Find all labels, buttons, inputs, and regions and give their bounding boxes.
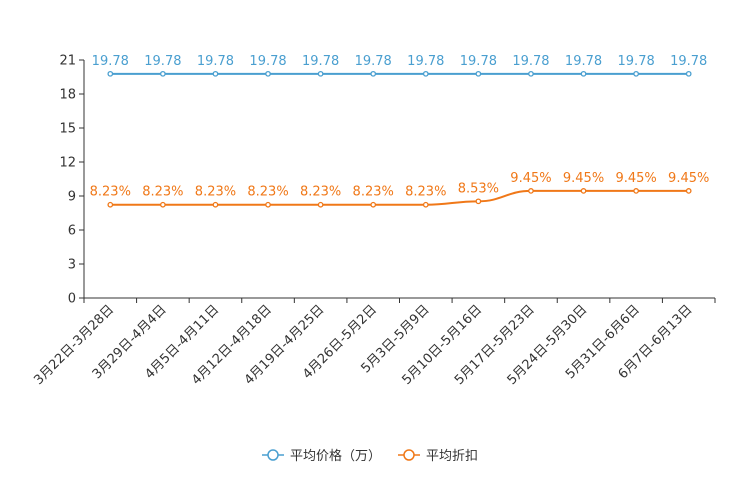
data-label: 19.78 [355,54,392,69]
data-label: 9.45% [615,171,656,186]
series-1: 8.23% 8.23% 8.23% 8.23% 8.23% 8.23% 8.23% 8.53%… [90,171,709,208]
y-tick-label: 15 [59,122,76,137]
data-point[interactable] [370,201,377,208]
data-label: 19.78 [92,54,129,69]
y-tick-label: 3 [68,258,76,273]
legend-label: 平均折扣 [426,449,478,464]
y-tick-label: 9 [68,190,76,205]
x-axis: 3月22日-3月28日3月29日-4月4日4月5日-4月11日4月12日-4月1… [31,297,716,388]
data-point[interactable] [265,201,271,208]
data-label: 9.45% [563,171,604,186]
y-tick-label: 21 [59,54,76,69]
y-tick-label: 6 [68,224,76,239]
y-tick-label: 12 [59,156,76,171]
data-label: 19.78 [144,54,181,69]
data-point[interactable] [685,188,692,194]
data-point[interactable] [212,70,219,77]
data-point[interactable] [475,198,482,205]
data-point[interactable] [580,188,587,194]
legend-marker-icon [267,449,279,461]
data-label: 8.23% [353,185,394,200]
legend[interactable]: 平均价格（万） 平均折扣 [262,448,478,464]
y-tick-label: 0 [68,292,76,307]
data-label: 8.23% [90,185,131,200]
data-point[interactable] [475,70,482,77]
data-label: 19.78 [407,54,444,69]
data-point[interactable] [212,201,219,208]
data-point[interactable] [370,70,377,77]
series-layer: 19.78 19.78 19.78 19.78 19.78 19.78 19.78 19.78… [90,54,709,208]
data-point[interactable] [160,70,166,77]
data-label: 9.45% [668,171,709,186]
data-point[interactable] [265,70,271,77]
y-tick-label: 18 [59,88,76,103]
data-point[interactable] [107,70,114,77]
data-point[interactable] [580,70,587,77]
data-point[interactable] [633,188,639,194]
data-label: 9.45% [510,171,551,186]
data-point[interactable] [422,201,429,208]
y-axis: 0 3 6 9 12 15 18 21 [59,54,85,307]
data-point[interactable] [422,70,429,77]
data-point[interactable] [317,70,324,77]
legend-item-0[interactable]: 平均价格（万） [262,448,381,464]
data-label: 19.78 [460,54,497,69]
data-label: 19.78 [302,54,339,69]
data-point[interactable] [633,70,639,77]
data-point[interactable] [528,70,534,77]
data-label: 19.78 [249,54,286,69]
legend-item-1[interactable]: 平均折扣 [398,449,478,464]
data-label: 19.78 [197,54,234,69]
data-label: 8.53% [458,181,499,196]
data-label: 19.78 [512,54,549,69]
series-line [110,189,689,206]
data-point[interactable] [317,201,324,208]
data-label: 8.23% [405,185,446,200]
legend-marker-icon [403,449,415,461]
series-0: 19.78 19.78 19.78 19.78 19.78 19.78 19.78 19.78… [92,54,707,77]
data-label: 19.78 [618,54,655,69]
data-label: 8.23% [247,185,288,200]
data-label: 8.23% [142,185,183,200]
data-point[interactable] [528,188,534,194]
data-point[interactable] [685,70,692,77]
data-point[interactable] [160,201,166,208]
data-label: 19.78 [670,54,707,69]
legend-label: 平均价格（万） [290,448,381,464]
data-label: 19.78 [565,54,602,69]
data-point[interactable] [107,201,114,208]
data-label: 8.23% [195,185,236,200]
data-label: 8.23% [300,185,341,200]
